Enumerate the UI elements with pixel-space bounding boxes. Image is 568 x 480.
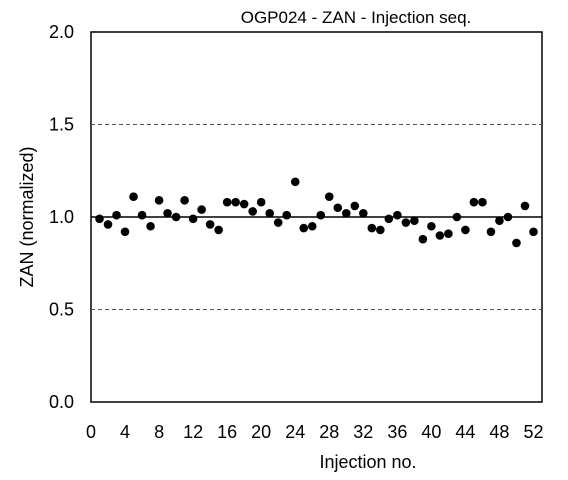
data-point [188,214,198,224]
data-point [512,238,521,248]
x-tick-label: 8 [154,422,164,442]
data-point [299,223,309,233]
data-point [222,197,232,207]
x-tick-label: 20 [251,422,271,442]
data-point [478,197,487,207]
data-point [265,209,274,218]
reference-lines [91,124,542,310]
x-tick-label: 24 [285,422,305,442]
data-point [384,214,394,224]
x-tick-label: 28 [319,422,339,442]
data-point [410,216,419,225]
x-tick-label: 52 [523,422,543,442]
x-tick-label: 16 [217,422,237,442]
data-point [469,197,479,207]
data-point [197,205,206,214]
x-tick-label: 32 [353,422,373,442]
data-point [341,209,351,218]
y-tick-label: 1.0 [49,207,74,227]
data-point [333,203,343,213]
data-point [427,221,436,231]
x-tick-label: 0 [86,422,96,442]
data-point [316,210,326,220]
data-point [120,227,130,237]
data-point [129,192,138,201]
y-axis-label: ZAN (normalized) [17,146,37,287]
data-point [350,201,360,211]
y-tick-label: 1.5 [49,115,74,135]
data-point [444,229,453,238]
x-tick-labels: 0 4 8 12 16 20 24 28 32 36 40 44 48 52 [86,422,544,442]
data-point [205,220,215,229]
data-points [95,177,538,248]
data-point [171,212,181,222]
data-point [307,221,317,231]
x-tick-label: 4 [120,422,130,442]
y-tick-label: 0.0 [49,392,74,412]
x-tick-label: 44 [455,422,475,442]
x-axis-label: Injection no. [319,452,416,472]
x-tick-label: 12 [183,422,203,442]
data-point [529,227,538,237]
data-point [248,207,257,216]
data-point [180,196,189,205]
data-point [359,209,368,218]
x-tick-label: 48 [489,422,509,442]
data-point [435,231,445,240]
data-point [376,225,385,235]
data-point [95,214,104,224]
data-point [214,225,223,235]
data-point [146,221,155,231]
x-tick-label: 40 [421,422,441,442]
data-point [282,210,292,220]
y-tick-label: 0.5 [49,300,74,320]
data-point [137,210,147,220]
data-point [495,216,504,225]
chart-title: OGP024 - ZAN - Injection seq. [241,8,472,27]
data-point [461,225,470,235]
data-point [418,234,428,244]
y-tick-label: 2.0 [49,22,74,42]
data-point [367,223,377,233]
data-point [256,197,266,207]
data-point [520,201,530,211]
data-point [239,199,249,209]
data-point [452,212,462,222]
data-point [163,209,172,218]
data-point [486,227,496,237]
data-point [393,210,402,220]
data-point [112,210,121,220]
data-point [273,218,283,227]
x-tick-label: 36 [387,422,407,442]
data-point [324,192,334,201]
data-point [103,220,113,229]
data-point [154,196,164,205]
data-point [503,212,513,222]
y-tick-labels: 0.0 0.5 1.0 1.5 2.0 [49,22,74,412]
data-point [290,177,300,187]
data-point [231,197,240,207]
data-point [401,218,411,227]
